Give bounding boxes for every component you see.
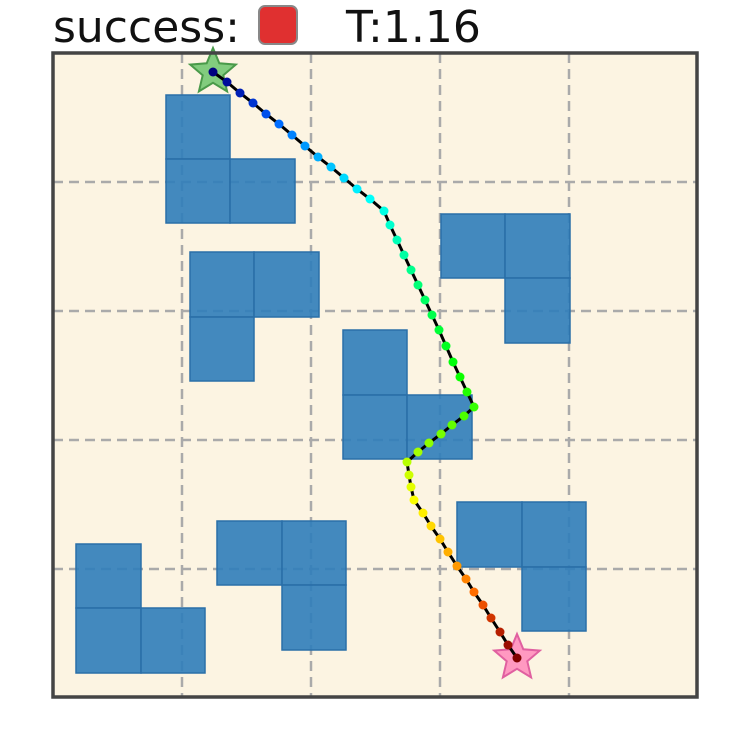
waypoint [478, 600, 488, 610]
obstacle [75, 543, 142, 609]
waypoint [459, 411, 469, 421]
waypoint [352, 184, 362, 194]
waypoint [313, 152, 323, 162]
obstacle [165, 94, 231, 160]
obstacle [165, 158, 231, 224]
waypoint [426, 521, 436, 531]
waypoint [427, 310, 437, 320]
waypoint [447, 420, 457, 430]
waypoint [287, 130, 297, 140]
waypoint [503, 640, 513, 650]
obstacles [75, 94, 587, 674]
waypoint [418, 508, 428, 518]
waypoint [455, 372, 465, 382]
obstacle [189, 316, 255, 382]
trajectory [187, 45, 543, 680]
waypoint [326, 162, 336, 172]
arena-border [51, 51, 699, 699]
obstacle [216, 520, 283, 586]
waypoint [413, 447, 423, 457]
waypoint [461, 574, 471, 584]
obstacle [140, 607, 206, 674]
obstacle [521, 501, 587, 568]
waypoint [248, 98, 258, 108]
obstacle [456, 501, 523, 568]
obstacle [281, 520, 347, 586]
waypoint [469, 402, 479, 412]
status-label: success: [53, 2, 240, 53]
obstacle [281, 584, 347, 651]
waypoint [420, 295, 430, 305]
waypoint [443, 547, 453, 557]
obstacle [253, 251, 320, 318]
waypoint [462, 387, 472, 397]
obstacle [342, 394, 408, 460]
obstacle [229, 158, 296, 224]
waypoint [404, 470, 414, 480]
waypoint [486, 613, 496, 623]
waypoint [413, 280, 423, 290]
waypoint [452, 561, 462, 571]
waypoint [385, 220, 395, 230]
obstacle [342, 329, 408, 396]
waypoint [235, 88, 245, 98]
waypoint [208, 67, 218, 77]
waypoint [441, 341, 451, 351]
waypoint [469, 587, 479, 597]
waypoint [406, 265, 416, 275]
waypoint [406, 482, 416, 492]
waypoint [222, 77, 232, 87]
waypoint [300, 141, 310, 151]
waypoint [436, 429, 446, 439]
waypoint [495, 627, 505, 637]
obstacle [521, 566, 587, 632]
time-label: T:1.16 [345, 2, 481, 53]
waypoint [409, 495, 419, 505]
obstacle [75, 607, 142, 674]
waypoint [448, 357, 458, 367]
waypoint [339, 173, 349, 183]
obstacle [189, 251, 255, 318]
waypoint [402, 457, 412, 467]
waypoint [399, 250, 409, 260]
waypoint [379, 206, 389, 216]
obstacle [504, 277, 571, 344]
waypoint [261, 109, 271, 119]
status-indicator [258, 5, 298, 45]
waypoint [274, 119, 284, 129]
waypoint [512, 653, 522, 663]
obstacle [440, 213, 506, 279]
obstacle [504, 213, 571, 279]
waypoint [392, 235, 402, 245]
waypoint [365, 194, 375, 204]
waypoint [435, 534, 445, 544]
waypoint [434, 325, 444, 335]
waypoint [424, 438, 434, 448]
